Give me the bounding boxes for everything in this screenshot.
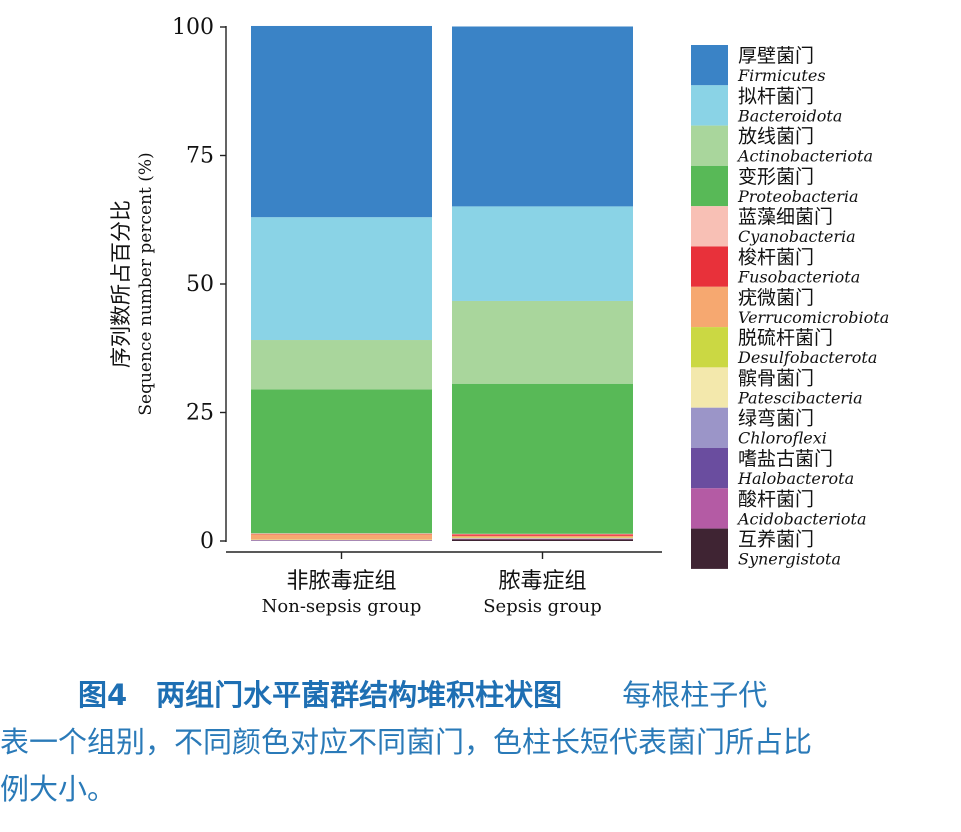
bar-segment-actinobacteriota-1: [251, 340, 432, 390]
y-tick-label-25: 25: [186, 401, 214, 426]
legend-label-en-cyanobacteria: Cyanobacteria: [738, 227, 856, 246]
bar-segment-bacteroidota-2: [452, 206, 633, 301]
legend-label-en-halobacterota: Halobacterota: [737, 469, 854, 488]
legend-swatch-patescibacteria: [691, 367, 728, 408]
bar-segment-acidobacteriota-2: [452, 538, 633, 540]
bar-segment-synergistota-2: [452, 539, 633, 541]
bar-segment-patescibacteria-2: [452, 537, 633, 539]
legend-swatch-desulfobacterota: [691, 327, 728, 368]
x-tick-label-en-2: Sepsis group: [483, 596, 602, 617]
x-tick-label-cn-2: 脓毒症组: [498, 569, 586, 594]
legend-swatch-halobacterota: [691, 448, 728, 489]
legend-label-en-verrucomicrobiota: Verrucomicrobiota: [738, 308, 889, 327]
bar-segment-fusobacteriota-1: [251, 533, 432, 535]
legend-label-cn-patescibacteria: 髌骨菌门: [738, 367, 814, 389]
bar-segment-verrucomicrobiota-1: [251, 534, 432, 540]
legend-label-cn-desulfobacterota: 脱硫杆菌门: [738, 327, 833, 349]
y-tick-label-0: 0: [200, 529, 214, 554]
y-tick-label-100: 100: [172, 15, 214, 40]
legend-swatch-chloroflexi: [691, 407, 728, 448]
bar-segment-cyanobacteria-1: [251, 533, 432, 534]
x-tick-label-en-1: Non-sepsis group: [262, 596, 422, 617]
bar-segment-firmicutes-2: [452, 26, 633, 207]
legend-swatch-actinobacteriota: [691, 125, 728, 166]
y-axis-label-en: Sequence number percent (%): [136, 152, 156, 415]
bar-segment-bacteroidota-1: [251, 217, 432, 341]
bar-segment-firmicutes-1: [251, 25, 432, 218]
legend-label-cn-actinobacteriota: 放线菌门: [738, 126, 814, 148]
bar-segment-cyanobacteria-2: [452, 533, 633, 535]
legend-swatch-proteobacteria: [691, 165, 728, 207]
caption-text-1: 每根柱子代: [622, 678, 768, 712]
caption-text-3: 例大小。: [0, 772, 117, 806]
legend-label-cn-fusobacteriota: 梭杆菌门: [738, 247, 814, 269]
bar-segment-proteobacteria-2: [452, 383, 633, 534]
legend-swatch-bacteroidota: [691, 85, 728, 126]
caption-text-2: 表一个组别，不同颜色对应不同菌门，色柱长短代表菌门所占比: [0, 725, 813, 759]
y-tick-label-50: 50: [186, 272, 214, 297]
figure-caption: 图4 两组门水平菌群结构堆积柱状图 每根柱子代表一个组别，不同颜色对应不同菌门，色…: [0, 672, 956, 813]
legend-swatch-acidobacteriota: [691, 488, 728, 529]
bar-segment-fusobacteriota-2: [452, 534, 633, 536]
bars-layer: [251, 25, 633, 541]
x-tick-label-cn-1: 非脓毒症组: [286, 569, 396, 594]
caption-title: 图4 两组门水平菌群结构堆积柱状图: [78, 678, 563, 712]
legend-label-en-firmicutes: Firmicutes: [737, 66, 826, 85]
legend-label-cn-acidobacteriota: 酸杆菌门: [738, 488, 814, 510]
legend-label-cn-verrucomicrobiota: 疣微菌门: [738, 287, 814, 309]
legend-swatch-fusobacteriota: [691, 246, 728, 287]
legend-label-en-proteobacteria: Proteobacteria: [737, 187, 859, 206]
legend-label-cn-cyanobacteria: 蓝藻细菌门: [738, 206, 833, 228]
legend: 厚壁菌门Firmicutes拟杆菌门Bacteroidota放线菌门Actino…: [691, 45, 889, 569]
legend-label-cn-firmicutes: 厚壁菌门: [738, 45, 814, 67]
legend-label-cn-halobacterota: 嗜盐古菌门: [738, 448, 833, 470]
legend-label-en-bacteroidota: Bacteroidota: [737, 106, 842, 125]
bar-segment-actinobacteriota-2: [452, 300, 633, 384]
bar-segment-proteobacteria-1: [251, 389, 432, 534]
y-tick-label-75: 75: [186, 144, 214, 169]
bar-segment-verrucomicrobiota-2: [452, 535, 633, 538]
legend-swatch-firmicutes: [691, 45, 728, 86]
legend-label-en-chloroflexi: Chloroflexi: [738, 429, 827, 448]
legend-label-cn-bacteroidota: 拟杆菌门: [738, 85, 814, 107]
legend-swatch-cyanobacteria: [691, 206, 728, 247]
legend-label-en-acidobacteriota: Acidobacteriota: [736, 509, 867, 528]
legend-label-cn-proteobacteria: 变形菌门: [738, 166, 814, 188]
legend-swatch-synergistota: [691, 528, 728, 569]
legend-label-en-actinobacteriota: Actinobacteriota: [736, 147, 873, 166]
legend-label-en-desulfobacterota: Desulfobacterota: [737, 348, 877, 367]
y-axis-label-cn: 序列数所占百分比: [109, 200, 133, 368]
legend-label-cn-chloroflexi: 绿弯菌门: [738, 408, 814, 430]
legend-label-en-patescibacteria: Patescibacteria: [737, 388, 863, 407]
legend-label-cn-synergistota: 互养菌门: [738, 529, 814, 551]
legend-label-en-synergistota: Synergistota: [738, 550, 841, 569]
bar-segment-desulfobacterota-2: [452, 537, 633, 538]
legend-swatch-verrucomicrobiota: [691, 286, 728, 328]
legend-label-en-fusobacteriota: Fusobacteriota: [737, 268, 860, 287]
